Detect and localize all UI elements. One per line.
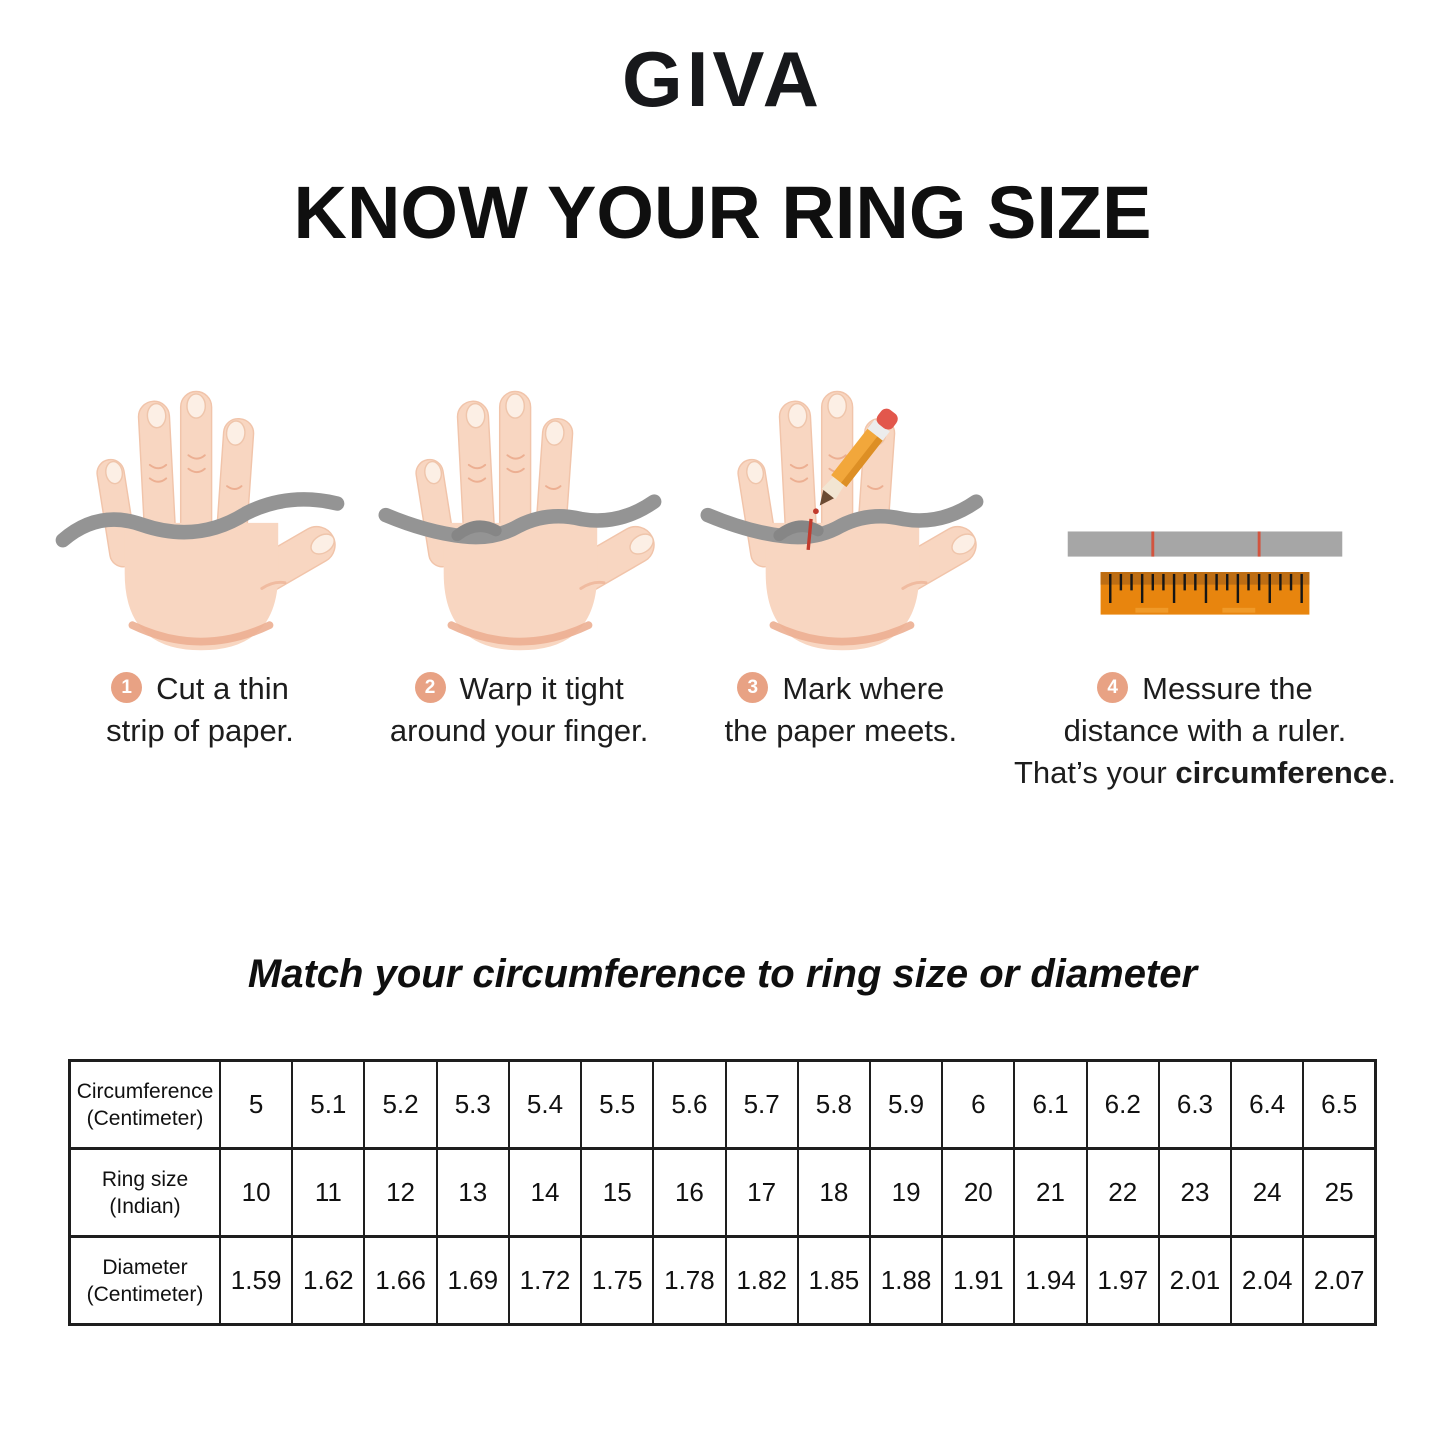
table-cell: 13 — [435, 1147, 510, 1238]
table-cell: 15 — [580, 1147, 655, 1238]
step-2-caption: 2 Warp it tight around your finger. — [390, 668, 649, 752]
step-caption-line: Mark where — [782, 671, 945, 706]
table-cell: 19 — [868, 1147, 944, 1238]
row-header-line: Circumference — [76, 1079, 214, 1103]
table-cell: 11 — [291, 1147, 366, 1238]
table-cell: 5.2 — [363, 1059, 438, 1150]
table-cell: 6 — [941, 1059, 1016, 1150]
ring-size-table: Circumference (Centimeter) 5 5.1 5.2 5.3 5.4 5… — [68, 1059, 1377, 1326]
row-header-line: Diameter — [102, 1255, 188, 1279]
step-1: 1 Cut a thin strip of paper. — [40, 378, 360, 794]
table-cell: 1.97 — [1085, 1235, 1160, 1326]
table-cell: 6.3 — [1157, 1059, 1233, 1150]
table-cell: 5.3 — [435, 1059, 510, 1150]
table-cell: 10 — [218, 1147, 294, 1238]
step-number-badge: 2 — [414, 672, 446, 704]
table-cell: 2.01 — [1157, 1235, 1233, 1326]
row-header-ring-size: Ring size (Indian) — [68, 1147, 221, 1238]
table-cell: 1.91 — [941, 1235, 1016, 1326]
step-number-badge: 3 — [737, 672, 769, 704]
table-cell: 6.4 — [1230, 1059, 1305, 1150]
table-heading: Match your circumference to ring size or… — [247, 952, 1198, 996]
table-cell: 25 — [1302, 1147, 1377, 1238]
step-number-badge: 1 — [111, 672, 143, 704]
step-4: 4 Messure the distance with a ruler. That… — [1005, 378, 1405, 794]
table-cell: 1.62 — [291, 1235, 366, 1326]
row-header-line: (Centimeter) — [86, 1282, 204, 1306]
step-caption-line: Messure the — [1142, 671, 1313, 706]
hand-strip-wrapped-icon — [374, 378, 664, 658]
table-cell: 5.9 — [868, 1059, 944, 1150]
table-cell: 1.85 — [796, 1235, 871, 1326]
table-cell: 1.75 — [580, 1235, 655, 1326]
step-4-caption: 4 Messure the distance with a ruler. That… — [1014, 668, 1396, 794]
table-cell: 2.04 — [1230, 1235, 1305, 1326]
table-cell: 5.5 — [580, 1059, 655, 1150]
table-cell: 6.5 — [1302, 1059, 1377, 1150]
table-cell: 5.8 — [796, 1059, 871, 1150]
row-header-diameter: Diameter (Centimeter) — [68, 1235, 221, 1326]
table-cell: 2.07 — [1302, 1235, 1377, 1326]
steps-row: 1 Cut a thin strip of paper. 2 Warp it tig… — [0, 378, 1445, 794]
table-row-diameter: Diameter (Centimeter) 1.59 1.62 1.66 1.69 1.7… — [68, 1235, 1377, 1326]
step-caption-line: distance with a ruler. — [1063, 713, 1347, 748]
caption-text: That’s your — [1013, 755, 1176, 790]
hand-pencil-mark-icon — [696, 378, 986, 658]
step-caption-line: Warp it tight — [459, 671, 624, 706]
table-cell: 5.4 — [507, 1059, 583, 1150]
step-caption-line: strip of paper. — [106, 713, 294, 748]
step-caption-line: the paper meets. — [724, 713, 958, 748]
circumference-emphasis: circumference — [1175, 755, 1388, 790]
table-cell: 1.59 — [218, 1235, 294, 1326]
step-caption-line: That’s your circumference. — [1014, 752, 1396, 794]
table-cell: 1.69 — [435, 1235, 510, 1326]
step-2: 2 Warp it tight around your finger. — [362, 378, 677, 794]
table-cell: 12 — [363, 1147, 438, 1238]
table-cell: 1.72 — [507, 1235, 583, 1326]
table-cell: 5.7 — [724, 1059, 799, 1150]
ring-size-table-body: Circumference (Centimeter) 5 5.1 5.2 5.3 5.4 5… — [68, 1059, 1377, 1326]
table-cell: 6.2 — [1085, 1059, 1160, 1150]
table-cell: 20 — [941, 1147, 1016, 1238]
step-1-caption: 1 Cut a thin strip of paper. — [106, 668, 294, 752]
table-cell: 16 — [652, 1147, 727, 1238]
hand-with-paper-strip-icon — [55, 378, 345, 658]
row-header-circumference: Circumference (Centimeter) — [68, 1059, 221, 1150]
table-cell: 1.88 — [868, 1235, 944, 1326]
step-number-badge: 4 — [1097, 672, 1129, 704]
step-3-caption: 3 Mark where the paper meets. — [724, 668, 957, 752]
row-header-line: Ring size — [101, 1167, 189, 1191]
page-title: KNOW YOUR RING SIZE — [293, 171, 1152, 254]
table-cell: 1.94 — [1013, 1235, 1088, 1326]
step-3: 3 Mark where the paper meets. — [678, 378, 1003, 794]
brand-logo: GIVA — [622, 35, 823, 123]
table-cell: 14 — [507, 1147, 583, 1238]
table-cell: 5 — [218, 1059, 294, 1150]
table-row-circumference: Circumference (Centimeter) 5 5.1 5.2 5.3 5.4 5… — [68, 1059, 1377, 1150]
step-caption-line: Cut a thin — [156, 671, 289, 706]
table-cell: 23 — [1157, 1147, 1233, 1238]
table-cell: 24 — [1230, 1147, 1305, 1238]
caption-text: . — [1387, 755, 1396, 790]
ruler-icon — [1055, 378, 1355, 658]
table-cell: 21 — [1013, 1147, 1088, 1238]
table-cell: 6.1 — [1013, 1059, 1088, 1150]
table-row-ring-size: Ring size (Indian) 10 11 12 13 14 15 16 17 18 19 20… — [68, 1147, 1377, 1238]
table-cell: 22 — [1085, 1147, 1160, 1238]
step-caption-line: around your finger. — [389, 713, 649, 748]
row-header-line: (Indian) — [109, 1194, 181, 1218]
table-cell: 5.6 — [652, 1059, 727, 1150]
row-header-line: (Centimeter) — [86, 1106, 204, 1130]
table-cell: 18 — [796, 1147, 871, 1238]
table-cell: 17 — [724, 1147, 799, 1238]
table-cell: 1.82 — [724, 1235, 799, 1326]
table-cell: 1.78 — [652, 1235, 727, 1326]
table-cell: 5.1 — [291, 1059, 366, 1150]
table-cell: 1.66 — [363, 1235, 438, 1326]
